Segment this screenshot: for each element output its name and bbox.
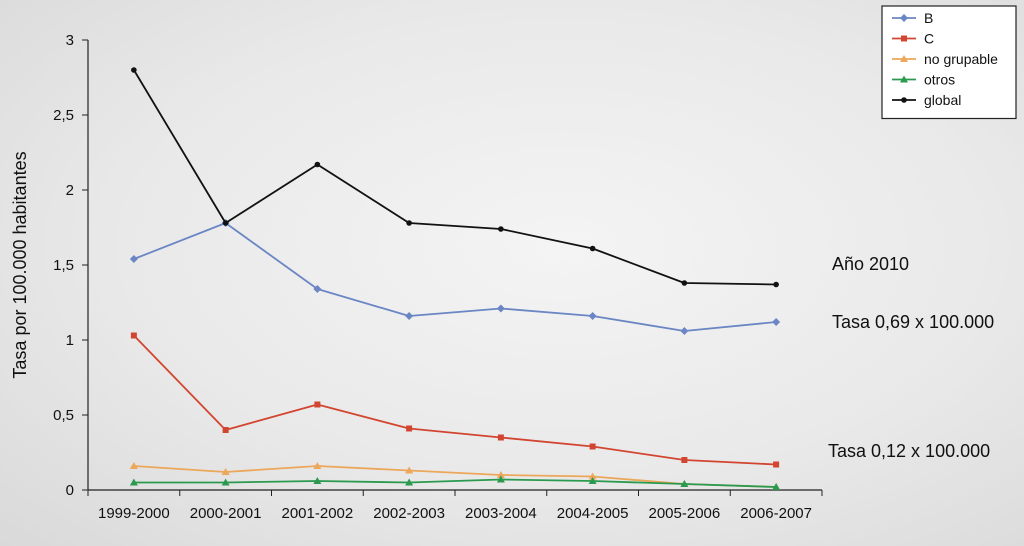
data-point-global [406,220,412,226]
data-point-c [681,457,688,463]
series-global [131,67,779,288]
y-tick-label: 2 [66,182,74,199]
data-point-no-grupable [405,466,414,474]
legend-swatch-marker [900,14,908,22]
x-tick-label: 2000-2001 [190,505,262,522]
data-point-b [313,285,322,293]
data-point-b [129,255,138,263]
series-c [130,332,780,468]
y-tick-label: 2,5 [53,107,74,124]
data-point-no-grupable [313,462,322,469]
series-line-b [133,222,777,332]
data-point-no-grupable [129,462,138,469]
legend-label: no grupable [924,51,998,67]
data-point-b [588,312,597,320]
data-point-otros [405,478,414,486]
data-point-c [497,434,504,441]
data-point-otros [588,477,597,484]
x-tick-label: 2006-2007 [740,505,812,522]
data-point-c [589,443,596,450]
x-tick-label: 2002-2003 [373,505,445,522]
data-point-c [222,427,229,433]
legend-swatch-marker [901,97,907,103]
legend-swatch-marker [900,75,908,83]
data-point-b [496,304,505,313]
data-point-global [131,67,137,73]
y-tick-label: 0,5 [53,407,74,424]
data-point-b [772,318,781,326]
legend-label: C [924,31,934,47]
annotations: Año 2010 Tasa 0,69 x 100.000 Tasa 0,12 x 1… [828,254,994,461]
y-tick-label: 0 [66,482,74,499]
data-point-otros [129,478,138,486]
annotation-text: Tasa 0,12 x 100.000 [828,441,990,461]
data-point-otros [221,478,230,486]
data-point-b [405,312,414,320]
data-point-no-grupable [588,472,597,480]
axes: 0 0,5 1 1,5 2 2,5 3 1999-2000 2000-2001 2001-2002… [10,32,823,522]
data-point-global [773,281,779,288]
x-tick-label: 2005-2006 [649,505,721,522]
data-point-c [773,461,780,468]
data-point-otros [496,475,505,483]
data-point-c [314,401,321,408]
data-point-global [498,226,504,232]
data-point-global [681,280,688,286]
y-tick-label: 1 [66,332,74,349]
x-tick-label: 1999-2000 [98,505,170,522]
y-tick-label: 3 [66,32,74,49]
series-b [129,219,781,335]
data-point-c [130,332,137,339]
x-tick-label: 2001-2002 [282,505,354,522]
data-point-no-grupable [221,468,230,475]
x-tick-label: 2003-2004 [465,505,537,522]
annotation-text: Año 2010 [832,254,909,274]
series-line-otros [133,478,777,488]
y-axis-title: Tasa por 100.000 habitantes [10,151,30,378]
series-otros [129,475,781,490]
data-point-b [680,327,689,335]
legend-label: B [924,10,933,26]
legend-swatch-marker [901,35,907,42]
data-point-global [589,245,596,252]
legend-label: otros [924,72,955,88]
data-point-c [406,425,413,432]
series-layer [129,67,781,490]
series-line-global [133,69,777,286]
data-point-global [314,161,321,168]
data-point-otros [680,480,689,487]
y-tick-label: 1,5 [53,257,74,274]
x-tick-label: 2004-2005 [557,505,629,522]
annotation-text: Tasa 0,69 x 100.000 [832,312,994,332]
legend-swatch-marker [900,55,908,62]
data-point-otros [313,477,322,484]
data-point-otros [772,483,781,490]
data-point-global [222,220,229,226]
legend-label: global [924,92,961,108]
series-line-c [133,334,777,466]
data-point-no-grupable [496,471,505,478]
